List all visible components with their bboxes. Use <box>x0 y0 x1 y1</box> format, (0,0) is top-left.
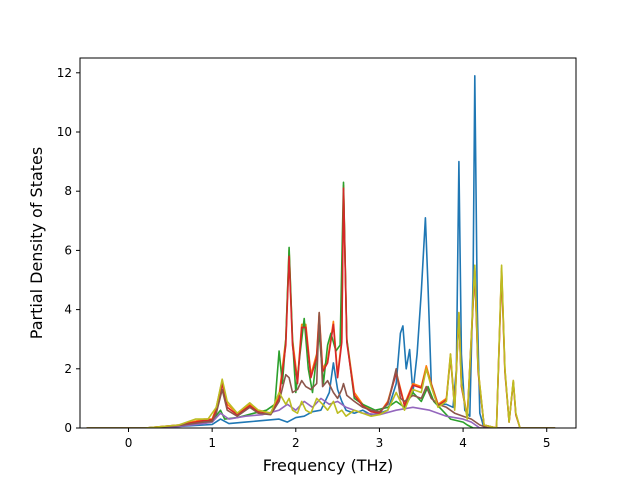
series-line-6 <box>86 311 556 428</box>
series-layer <box>86 75 556 428</box>
y-tick-label: 6 <box>64 243 72 257</box>
y-tick-label: 2 <box>64 362 72 376</box>
y-tick-label: 0 <box>64 421 72 435</box>
x-axis-ticks: 0 1 2 3 4 5 <box>125 428 551 450</box>
plot-background <box>80 58 576 428</box>
x-tick-label: 2 <box>292 436 300 450</box>
x-tick-label: 3 <box>376 436 384 450</box>
x-axis-label: Frequency (THz) <box>263 456 393 475</box>
x-tick-label: 4 <box>459 436 467 450</box>
plot-frame <box>79 57 577 429</box>
y-tick-label: 12 <box>57 66 72 80</box>
y-axis-label: Partial Density of States <box>27 147 46 339</box>
x-tick-label: 1 <box>208 436 216 450</box>
series-line-1 <box>86 75 556 428</box>
y-axis-ticks: 0 2 4 6 8 10 12 <box>57 66 80 435</box>
y-tick-label: 10 <box>57 125 72 139</box>
y-tick-label: 4 <box>64 303 72 317</box>
series-line-7 <box>86 264 556 428</box>
x-tick-label: 5 <box>543 436 551 450</box>
y-tick-label: 8 <box>64 184 72 198</box>
x-tick-label: 0 <box>125 436 133 450</box>
series-line-5 <box>86 397 556 428</box>
